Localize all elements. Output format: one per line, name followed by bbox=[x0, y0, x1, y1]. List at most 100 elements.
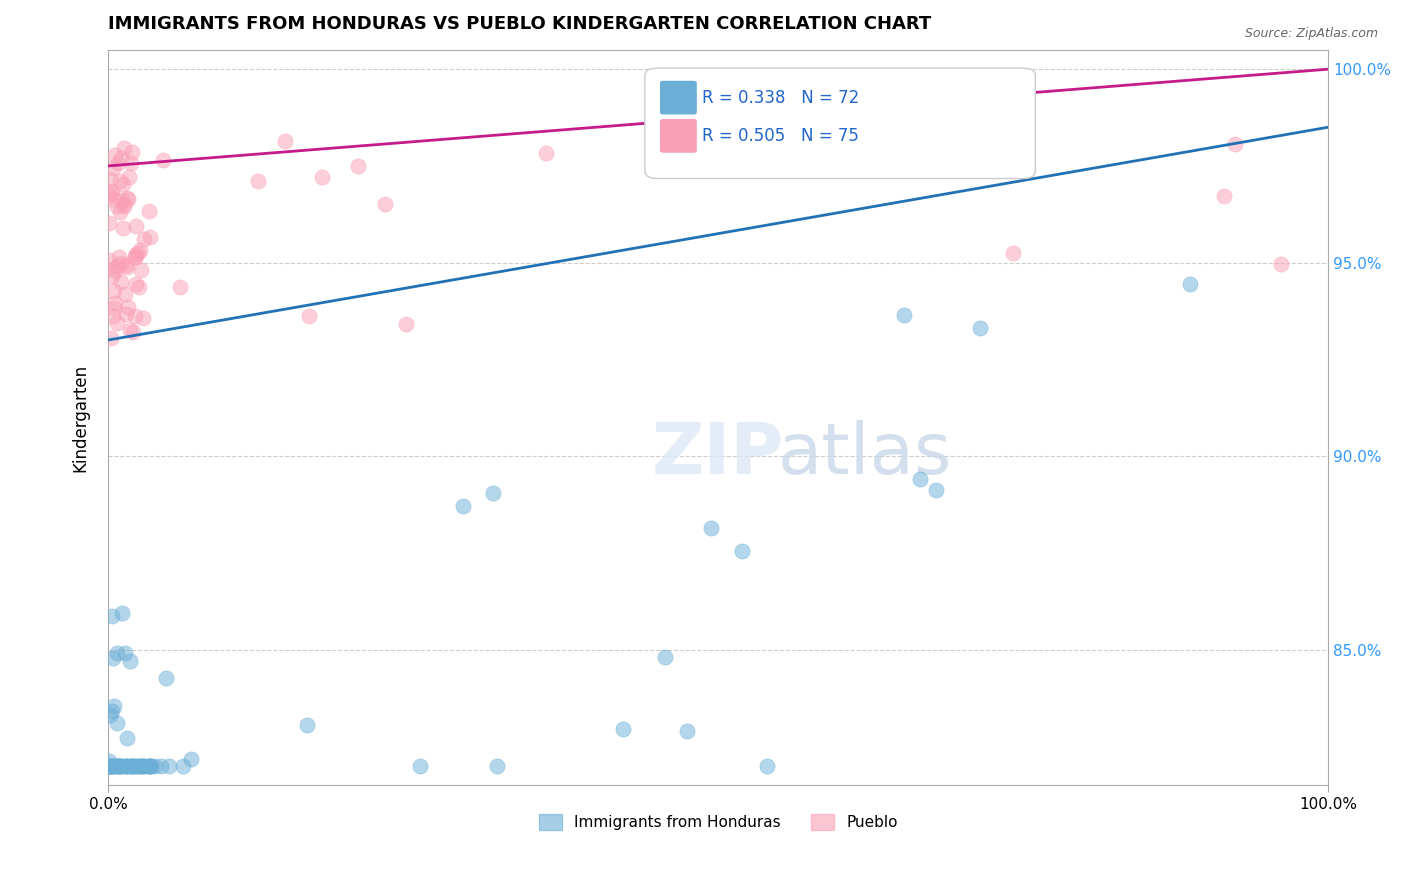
Immigrants from Honduras bbox=[132, 758, 155, 772]
Pueblo bbox=[111, 177, 134, 191]
Pueblo bbox=[1002, 245, 1025, 260]
Immigrants from Honduras bbox=[101, 758, 124, 772]
Pueblo bbox=[101, 268, 124, 283]
Pueblo bbox=[108, 250, 131, 264]
Immigrants from Honduras bbox=[114, 758, 136, 772]
Immigrants from Honduras bbox=[139, 758, 162, 772]
Pueblo bbox=[122, 325, 145, 339]
Immigrants from Honduras bbox=[1178, 277, 1201, 292]
Immigrants from Honduras bbox=[128, 758, 150, 772]
Immigrants from Honduras bbox=[111, 606, 134, 620]
Immigrants from Honduras bbox=[908, 472, 931, 486]
Immigrants from Honduras bbox=[98, 758, 121, 772]
Immigrants from Honduras bbox=[125, 758, 148, 772]
Pueblo bbox=[98, 252, 121, 267]
Immigrants from Honduras bbox=[120, 758, 142, 772]
Pueblo bbox=[124, 310, 146, 324]
Pueblo bbox=[124, 219, 146, 233]
Immigrants from Honduras bbox=[180, 752, 202, 766]
Pueblo bbox=[115, 258, 138, 272]
Immigrants from Honduras bbox=[101, 704, 124, 718]
Pueblo bbox=[103, 192, 125, 206]
Pueblo bbox=[117, 193, 139, 207]
Immigrants from Honduras bbox=[121, 758, 143, 772]
Immigrants from Honduras bbox=[108, 758, 131, 772]
Pueblo bbox=[112, 141, 135, 155]
Immigrants from Honduras bbox=[139, 758, 162, 772]
Immigrants from Honduras bbox=[98, 754, 121, 768]
Pueblo bbox=[110, 256, 132, 270]
Text: IMMIGRANTS FROM HONDURAS VS PUEBLO KINDERGARTEN CORRELATION CHART: IMMIGRANTS FROM HONDURAS VS PUEBLO KINDE… bbox=[108, 15, 931, 33]
Immigrants from Honduras bbox=[115, 758, 138, 772]
Pueblo bbox=[110, 275, 132, 289]
Pueblo bbox=[118, 169, 141, 184]
Immigrants from Honduras bbox=[969, 321, 991, 335]
Immigrants from Honduras bbox=[114, 758, 136, 772]
Pueblo bbox=[112, 199, 135, 213]
Immigrants from Honduras bbox=[98, 758, 121, 772]
Pueblo bbox=[101, 310, 124, 324]
Immigrants from Honduras bbox=[132, 758, 155, 772]
Pueblo bbox=[100, 184, 122, 198]
Pueblo bbox=[311, 170, 333, 185]
Immigrants from Honduras bbox=[100, 758, 122, 772]
Y-axis label: Kindergarten: Kindergarten bbox=[72, 363, 89, 472]
Pueblo bbox=[132, 232, 155, 246]
Immigrants from Honduras bbox=[172, 758, 194, 772]
Pueblo bbox=[138, 229, 160, 244]
Pueblo bbox=[103, 161, 125, 176]
Pueblo bbox=[298, 309, 321, 323]
Pueblo bbox=[110, 194, 132, 208]
Immigrants from Honduras bbox=[107, 758, 129, 772]
Immigrants from Honduras bbox=[120, 655, 142, 669]
Text: atlas: atlas bbox=[778, 420, 952, 489]
Immigrants from Honduras bbox=[136, 758, 159, 772]
Immigrants from Honduras bbox=[482, 486, 505, 500]
Pueblo bbox=[395, 318, 418, 332]
Immigrants from Honduras bbox=[107, 758, 129, 772]
Immigrants from Honduras bbox=[120, 758, 142, 772]
FancyBboxPatch shape bbox=[661, 81, 696, 114]
Pueblo bbox=[534, 145, 557, 160]
Immigrants from Honduras bbox=[105, 758, 128, 772]
Pueblo bbox=[103, 301, 125, 315]
Pueblo bbox=[112, 197, 135, 211]
FancyBboxPatch shape bbox=[661, 120, 696, 152]
Immigrants from Honduras bbox=[654, 649, 676, 664]
Immigrants from Honduras bbox=[145, 758, 167, 772]
Pueblo bbox=[110, 151, 132, 165]
Immigrants from Honduras bbox=[676, 724, 699, 739]
Immigrants from Honduras bbox=[100, 708, 122, 723]
Pueblo bbox=[104, 147, 127, 161]
Pueblo bbox=[100, 331, 122, 345]
Immigrants from Honduras bbox=[114, 646, 136, 660]
Immigrants from Honduras bbox=[101, 758, 124, 772]
Immigrants from Honduras bbox=[103, 758, 125, 772]
Immigrants from Honduras bbox=[128, 758, 150, 772]
FancyBboxPatch shape bbox=[645, 68, 1035, 178]
Pueblo bbox=[98, 171, 121, 186]
Pueblo bbox=[100, 186, 122, 200]
Immigrants from Honduras bbox=[122, 758, 145, 772]
Immigrants from Honduras bbox=[103, 650, 125, 665]
Pueblo bbox=[169, 280, 191, 294]
Pueblo bbox=[132, 310, 155, 325]
Immigrants from Honduras bbox=[155, 671, 177, 685]
Immigrants from Honduras bbox=[138, 758, 160, 772]
Immigrants from Honduras bbox=[105, 716, 128, 731]
Immigrants from Honduras bbox=[98, 758, 121, 772]
Pueblo bbox=[103, 261, 125, 276]
Pueblo bbox=[374, 197, 396, 211]
Immigrants from Honduras bbox=[157, 758, 180, 772]
Immigrants from Honduras bbox=[131, 758, 153, 772]
Pueblo bbox=[103, 284, 125, 298]
Pueblo bbox=[138, 204, 160, 219]
Pueblo bbox=[1225, 136, 1247, 151]
Immigrants from Honduras bbox=[105, 758, 128, 772]
Immigrants from Honduras bbox=[139, 758, 162, 772]
Pueblo bbox=[108, 205, 131, 219]
Pueblo bbox=[107, 156, 129, 170]
Pueblo bbox=[105, 199, 128, 213]
Pueblo bbox=[120, 156, 142, 170]
Pueblo bbox=[131, 263, 153, 277]
